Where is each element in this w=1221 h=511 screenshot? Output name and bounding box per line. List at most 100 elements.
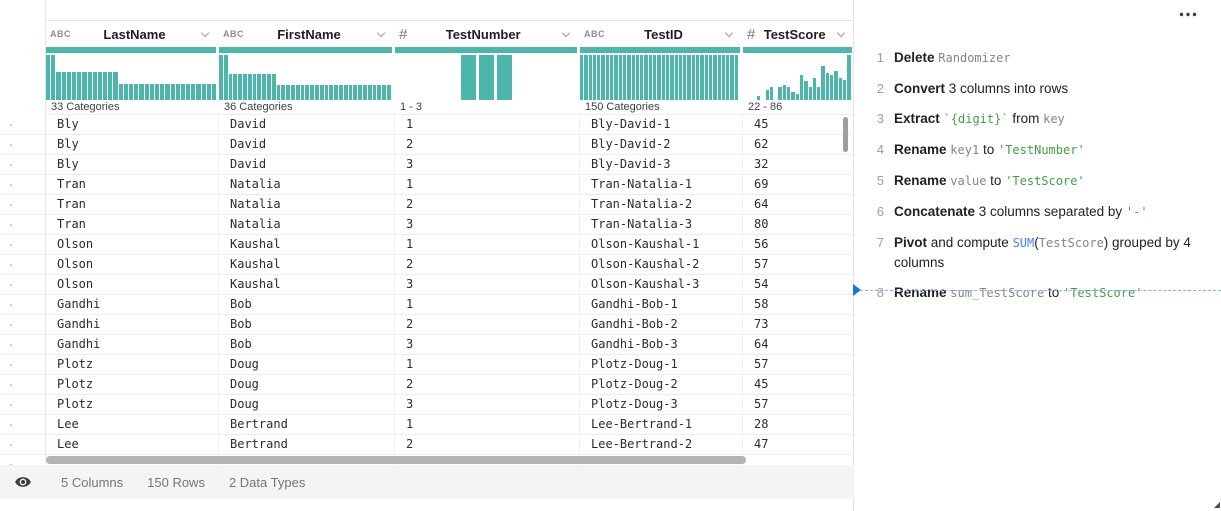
table-cell[interactable]: Natalia	[219, 175, 395, 194]
table-cell[interactable]: 32	[754, 157, 769, 171]
histogram-bar[interactable]	[186, 84, 191, 100]
histogram-bar[interactable]	[721, 55, 726, 100]
table-cell[interactable]: 3	[395, 215, 580, 234]
table-cell[interactable]: 73	[754, 317, 769, 331]
table-cell[interactable]: Tran	[46, 215, 219, 234]
histogram-bar[interactable]	[769, 86, 774, 100]
table-cell[interactable]: Natalia	[219, 215, 395, 234]
table-cell[interactable]: 57	[754, 357, 769, 371]
histogram-bar[interactable]	[160, 84, 165, 100]
histogram-bar[interactable]	[713, 55, 717, 100]
table-cell[interactable]: Kaushal	[219, 235, 395, 254]
data-quality-bar[interactable]	[219, 47, 392, 53]
histogram-bar[interactable]	[377, 85, 382, 100]
histogram-bar[interactable]	[618, 55, 622, 100]
table-cell[interactable]: Lee-Bertrand-2	[580, 435, 743, 454]
column-header-testid[interactable]: ABC TestID 150 Categories	[580, 21, 740, 114]
recipe-step[interactable]: 5 Rename value to 'TestScore'	[868, 171, 1199, 191]
histogram-bar[interactable]	[154, 84, 160, 100]
table-cell[interactable]: Tran	[46, 175, 219, 194]
table-cell[interactable]: Olson	[46, 255, 219, 274]
table-cell[interactable]: Tran-Natalia-2	[580, 195, 743, 214]
histogram-bar[interactable]	[478, 55, 494, 100]
table-cell[interactable]: 57	[754, 397, 769, 411]
table-cell[interactable]: 64	[754, 197, 769, 211]
table-cell[interactable]: Bob	[219, 295, 395, 314]
histogram-bar[interactable]	[825, 73, 830, 100]
recipe-step[interactable]: 3 Extract `{digit}` from key	[868, 109, 1199, 129]
histogram-bar[interactable]	[266, 74, 271, 100]
table-cell[interactable]: 1	[395, 355, 580, 374]
table-cell[interactable]: 69	[754, 177, 769, 191]
histogram-bar[interactable]	[657, 55, 661, 100]
histogram-bar[interactable]	[113, 72, 118, 100]
data-quality-bar[interactable]	[743, 47, 852, 53]
recipe-step[interactable]: 7 Pivot and compute SUM(TestScore) groupe…	[868, 233, 1199, 272]
table-cell[interactable]: Bly-David-3	[580, 155, 743, 174]
histogram-bar[interactable]	[129, 84, 134, 100]
histogram-bar[interactable]	[717, 55, 721, 100]
histogram-bar[interactable]	[644, 55, 648, 100]
data-quality-bar[interactable]	[395, 47, 577, 53]
histogram-bar[interactable]	[460, 55, 476, 100]
histogram-bar[interactable]	[334, 85, 338, 100]
table-cell[interactable]: 62	[754, 137, 769, 151]
histogram-bar[interactable]	[778, 87, 782, 100]
histogram-bar[interactable]	[108, 72, 113, 100]
histogram-bar[interactable]	[165, 84, 170, 100]
histogram-bar[interactable]	[757, 96, 761, 100]
histogram-bar[interactable]	[149, 84, 154, 100]
histogram-bar[interactable]	[300, 85, 305, 100]
histogram-bar[interactable]	[670, 55, 674, 100]
histogram-bar[interactable]	[191, 84, 196, 100]
table-cell[interactable]: 64	[754, 337, 769, 351]
chevron-down-icon[interactable]	[198, 28, 212, 37]
table-cell[interactable]: Gandhi	[46, 295, 219, 314]
table-cell[interactable]: Olson	[46, 275, 219, 294]
histogram-bar[interactable]	[51, 55, 56, 100]
histogram-bar[interactable]	[56, 72, 61, 100]
histogram-bar[interactable]	[87, 72, 92, 100]
table-cell[interactable]: Bertrand	[219, 415, 395, 434]
histogram-bar[interactable]	[343, 85, 348, 100]
table-cell[interactable]: Gandhi	[46, 335, 219, 354]
table-cell[interactable]: David	[219, 155, 395, 174]
histogram-bar[interactable]	[661, 55, 665, 100]
table-cell[interactable]: Kaushal	[219, 255, 395, 274]
data-quality-bar[interactable]	[580, 47, 740, 53]
table-cell[interactable]: 2	[395, 315, 580, 334]
table-cell[interactable]: David	[219, 135, 395, 154]
histogram-bar[interactable]	[276, 85, 281, 100]
histogram-bar[interactable]	[782, 85, 787, 100]
table-cell[interactable]: Natalia	[219, 195, 395, 214]
table-cell[interactable]: 2	[395, 435, 580, 454]
histogram-bar[interactable]	[614, 55, 618, 100]
histogram-bar[interactable]	[170, 84, 175, 100]
table-cell[interactable]: Lee	[46, 415, 219, 434]
histogram-bar[interactable]	[804, 81, 808, 100]
histogram-bar[interactable]	[46, 55, 51, 100]
histogram-bar[interactable]	[314, 85, 319, 100]
histogram-bar[interactable]	[821, 66, 825, 100]
histogram-bar[interactable]	[734, 55, 738, 100]
histogram-bar[interactable]	[842, 79, 847, 100]
table-cell[interactable]: Gandhi-Bob-2	[580, 315, 743, 334]
table-cell[interactable]: 2	[395, 375, 580, 394]
histogram-bar[interactable]	[238, 74, 242, 100]
histogram-bar[interactable]	[61, 72, 66, 100]
histogram-bar[interactable]	[648, 55, 653, 100]
table-cell[interactable]: Bob	[219, 315, 395, 334]
table-cell[interactable]: 2	[395, 195, 580, 214]
table-cell[interactable]: Tran-Natalia-1	[580, 175, 743, 194]
histogram-bar[interactable]	[622, 55, 627, 100]
histogram-bar[interactable]	[348, 85, 353, 100]
table-cell[interactable]: Tran	[46, 195, 219, 214]
table-cell[interactable]: 1	[395, 415, 580, 434]
histogram-bar[interactable]	[271, 74, 276, 100]
table-cell[interactable]: Plotz-Doug-1	[580, 355, 743, 374]
histogram-bar[interactable]	[219, 55, 223, 100]
histogram-bar[interactable]	[134, 84, 139, 100]
table-cell[interactable]: Bly	[46, 135, 219, 154]
histogram-bar[interactable]	[665, 55, 670, 100]
table-cell[interactable]: Bob	[219, 335, 395, 354]
